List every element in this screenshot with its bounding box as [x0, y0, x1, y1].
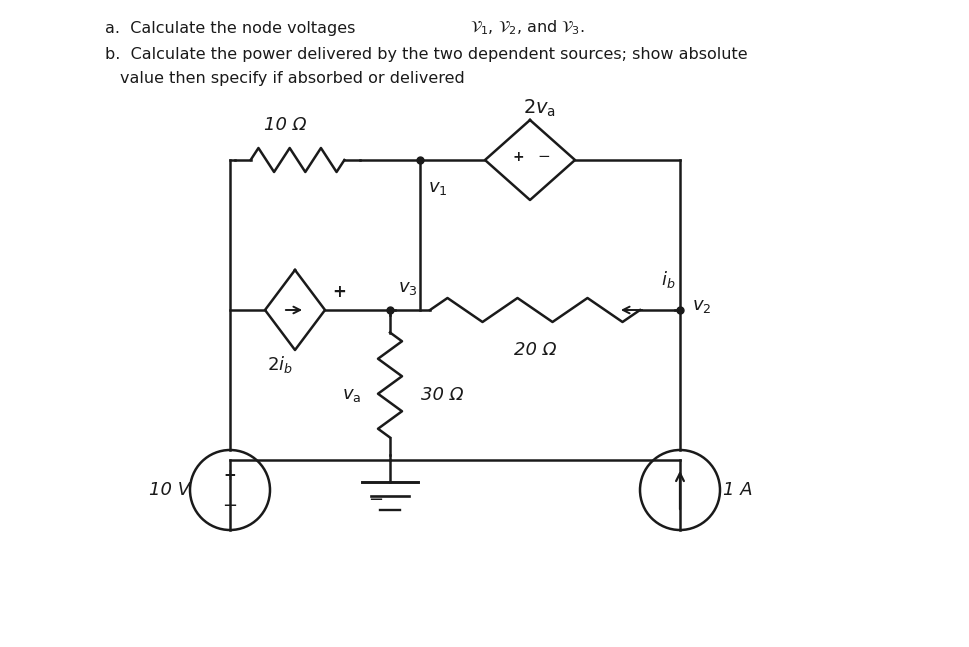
Text: −: −: [537, 149, 549, 164]
Text: $v_\mathrm{a}$: $v_\mathrm{a}$: [342, 386, 361, 404]
Text: $i_b$: $i_b$: [660, 270, 674, 291]
Text: 20 Ω: 20 Ω: [514, 341, 555, 359]
Text: +: +: [512, 150, 523, 164]
Text: $\mathcal{V}_1$, $\mathcal{V}_2$, and $\mathcal{V}_3$.: $\mathcal{V}_1$, $\mathcal{V}_2$, and $\…: [470, 19, 584, 38]
Text: 10 Ω: 10 Ω: [264, 116, 306, 134]
Text: $2v_\mathrm{a}$: $2v_\mathrm{a}$: [523, 97, 556, 118]
Text: $v_3$: $v_3$: [397, 279, 418, 297]
Text: +: +: [224, 468, 236, 483]
Text: −: −: [368, 491, 383, 509]
Text: 1 A: 1 A: [723, 481, 752, 499]
Text: 30 Ω: 30 Ω: [421, 386, 463, 404]
Text: −: −: [222, 497, 237, 515]
Text: +: +: [331, 283, 346, 301]
Text: $2i_b$: $2i_b$: [266, 355, 293, 375]
Text: a.  Calculate the node voltages: a. Calculate the node voltages: [105, 21, 360, 36]
Text: value then specify if absorbed or delivered: value then specify if absorbed or delive…: [120, 71, 464, 85]
Text: 10 V: 10 V: [149, 481, 190, 499]
Text: $v_1$: $v_1$: [427, 179, 447, 197]
Text: $v_2$: $v_2$: [691, 297, 710, 315]
Text: b.  Calculate the power delivered by the two dependent sources; show absolute: b. Calculate the power delivered by the …: [105, 47, 747, 63]
